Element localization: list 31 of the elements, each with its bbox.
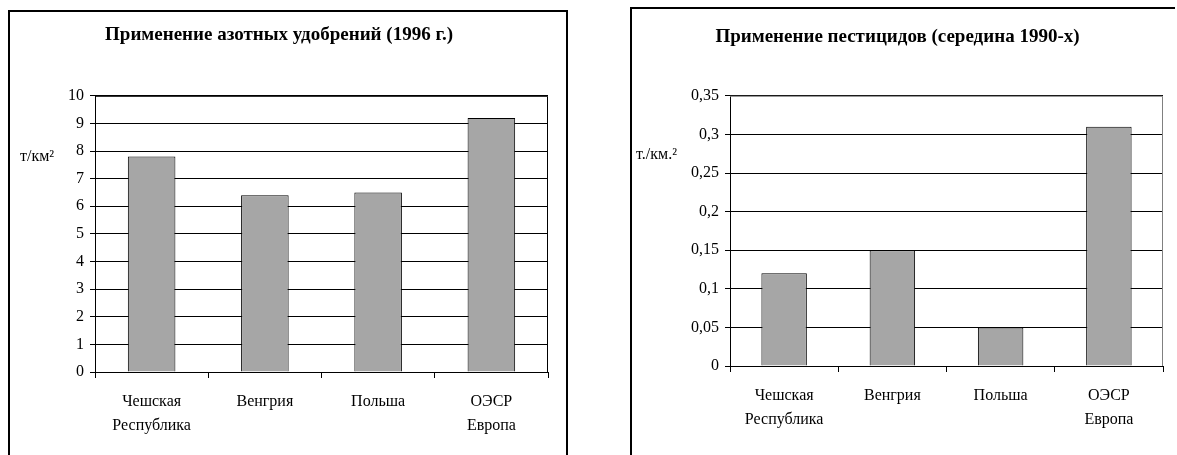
x-tick-label: Чешская Республика bbox=[112, 392, 191, 435]
y-tick-label: 0,25 bbox=[691, 163, 719, 181]
x-tick-label: ОЭСР Европа bbox=[466, 392, 516, 435]
y-tick-label: 2 bbox=[76, 306, 84, 324]
y-tick-label: 0,1 bbox=[699, 279, 719, 296]
y-tick-label: 0 bbox=[711, 356, 719, 374]
x-tick-label: ОЭСР Европа bbox=[1084, 386, 1134, 429]
y-tick-label: 3 bbox=[76, 279, 84, 297]
y-tick-label: 5 bbox=[76, 224, 84, 242]
y-tick-label: 0,05 bbox=[691, 317, 719, 335]
x-tick-label: Польша bbox=[351, 392, 406, 410]
y-tick-label: 9 bbox=[76, 113, 84, 131]
y-tick-label: 0,35 bbox=[691, 86, 719, 103]
y-tick-label: 7 bbox=[76, 168, 84, 186]
chart-title: Применение азотных удобрений (1996 г.) bbox=[105, 23, 453, 46]
y-tick-label: 10 bbox=[68, 86, 84, 103]
y-axis-title: т/км² bbox=[20, 146, 55, 164]
y-tick-label: 1 bbox=[76, 334, 84, 352]
x-tick-label: Польша bbox=[973, 386, 1028, 404]
y-tick-label: 0 bbox=[76, 362, 84, 380]
y-tick-label: 4 bbox=[76, 251, 84, 269]
x-tick-label: Венгрия bbox=[236, 392, 294, 411]
chart-title: Применение пестицидов (середина 1990-х) bbox=[715, 25, 1080, 48]
y-tick-label: 8 bbox=[76, 141, 84, 159]
y-tick-label: 0,2 bbox=[699, 201, 719, 219]
y-tick-label: 6 bbox=[76, 196, 84, 214]
x-tick-label: Чешская Республика bbox=[744, 386, 824, 429]
y-axis-title: т./км.² bbox=[636, 145, 678, 163]
x-tick-label: Венгрия bbox=[863, 386, 922, 405]
y-tick-label: 0,3 bbox=[699, 124, 719, 142]
y-tick-label: 0,15 bbox=[691, 240, 719, 258]
